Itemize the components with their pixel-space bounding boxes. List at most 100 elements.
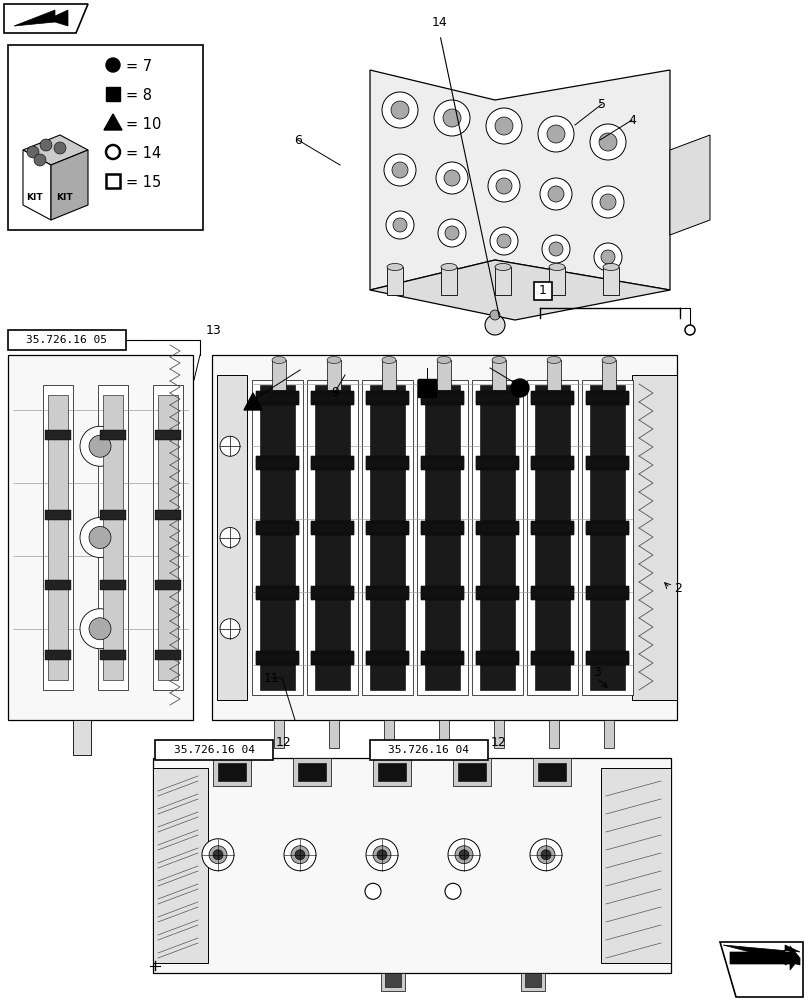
Bar	[421, 586, 464, 600]
Bar	[311, 586, 354, 600]
Bar	[421, 523, 464, 533]
Bar	[476, 458, 519, 468]
Bar	[476, 391, 519, 405]
Bar	[329, 720, 339, 748]
Bar	[421, 651, 464, 665]
Circle shape	[511, 379, 529, 397]
Bar	[421, 456, 464, 470]
Text: 9: 9	[331, 385, 339, 398]
Bar	[218, 763, 246, 781]
Bar	[153, 385, 183, 690]
Bar	[366, 523, 409, 533]
Bar	[586, 651, 629, 665]
Bar	[586, 458, 629, 468]
Bar	[387, 267, 403, 295]
Bar	[531, 391, 574, 405]
Text: 1: 1	[539, 284, 547, 298]
Bar	[586, 456, 629, 470]
Bar	[293, 758, 331, 786]
Ellipse shape	[382, 357, 396, 363]
Bar	[311, 586, 354, 600]
Bar	[274, 720, 284, 748]
Text: 12: 12	[276, 736, 292, 748]
Ellipse shape	[492, 357, 506, 363]
Bar	[256, 521, 299, 535]
Bar	[381, 973, 405, 991]
Text: = 7: = 7	[126, 59, 152, 74]
Bar	[366, 458, 409, 468]
Bar	[421, 393, 464, 403]
Bar	[256, 586, 299, 600]
Circle shape	[485, 315, 505, 335]
Circle shape	[202, 839, 234, 871]
Bar	[153, 768, 208, 963]
Circle shape	[384, 154, 416, 186]
Text: 35.726.16 04: 35.726.16 04	[174, 745, 255, 755]
Ellipse shape	[602, 357, 616, 363]
Bar	[311, 393, 354, 403]
Circle shape	[89, 618, 111, 640]
Bar	[311, 521, 354, 535]
Bar	[421, 521, 464, 535]
Bar	[421, 456, 464, 470]
Bar	[586, 588, 629, 598]
Text: = 10: = 10	[126, 117, 162, 132]
Bar	[453, 758, 491, 786]
Circle shape	[27, 146, 39, 158]
Bar	[100, 580, 126, 590]
Polygon shape	[4, 4, 88, 33]
Bar	[256, 391, 299, 405]
Circle shape	[209, 846, 227, 864]
Text: KIT: KIT	[56, 193, 73, 202]
Bar	[439, 720, 449, 748]
Circle shape	[549, 242, 563, 256]
Bar	[586, 523, 629, 533]
Bar	[476, 521, 519, 535]
Bar	[327, 360, 341, 390]
Polygon shape	[23, 150, 51, 220]
Bar	[256, 588, 299, 598]
Circle shape	[89, 526, 111, 548]
Bar	[311, 391, 354, 405]
Circle shape	[80, 609, 120, 649]
Bar	[307, 380, 358, 695]
Bar	[586, 521, 629, 535]
Bar	[106, 87, 120, 101]
Bar	[531, 651, 574, 665]
Bar	[272, 360, 286, 390]
Bar	[441, 267, 457, 295]
Bar	[256, 458, 299, 468]
Bar	[603, 267, 619, 295]
Bar	[100, 430, 126, 440]
Circle shape	[436, 162, 468, 194]
Bar	[366, 521, 409, 535]
Bar	[476, 456, 519, 470]
Bar	[100, 510, 126, 520]
Bar	[531, 393, 574, 403]
Bar	[382, 360, 396, 390]
Bar	[8, 45, 203, 230]
Bar	[586, 391, 629, 405]
Bar	[311, 456, 354, 470]
Bar	[421, 521, 464, 535]
Circle shape	[548, 186, 564, 202]
Circle shape	[443, 109, 461, 127]
Circle shape	[391, 101, 409, 119]
Bar	[495, 267, 511, 295]
Bar	[492, 360, 506, 390]
Bar	[366, 456, 409, 470]
Bar	[531, 391, 574, 405]
Circle shape	[34, 154, 46, 166]
Bar	[366, 651, 409, 665]
Circle shape	[486, 108, 522, 144]
Text: 3: 3	[593, 666, 601, 678]
Bar	[256, 651, 299, 665]
Circle shape	[459, 850, 469, 860]
Bar	[8, 330, 126, 350]
Bar	[366, 456, 409, 470]
Circle shape	[40, 139, 52, 151]
Bar	[531, 586, 574, 600]
Circle shape	[213, 850, 223, 860]
Bar	[370, 740, 488, 760]
Bar	[531, 588, 574, 598]
